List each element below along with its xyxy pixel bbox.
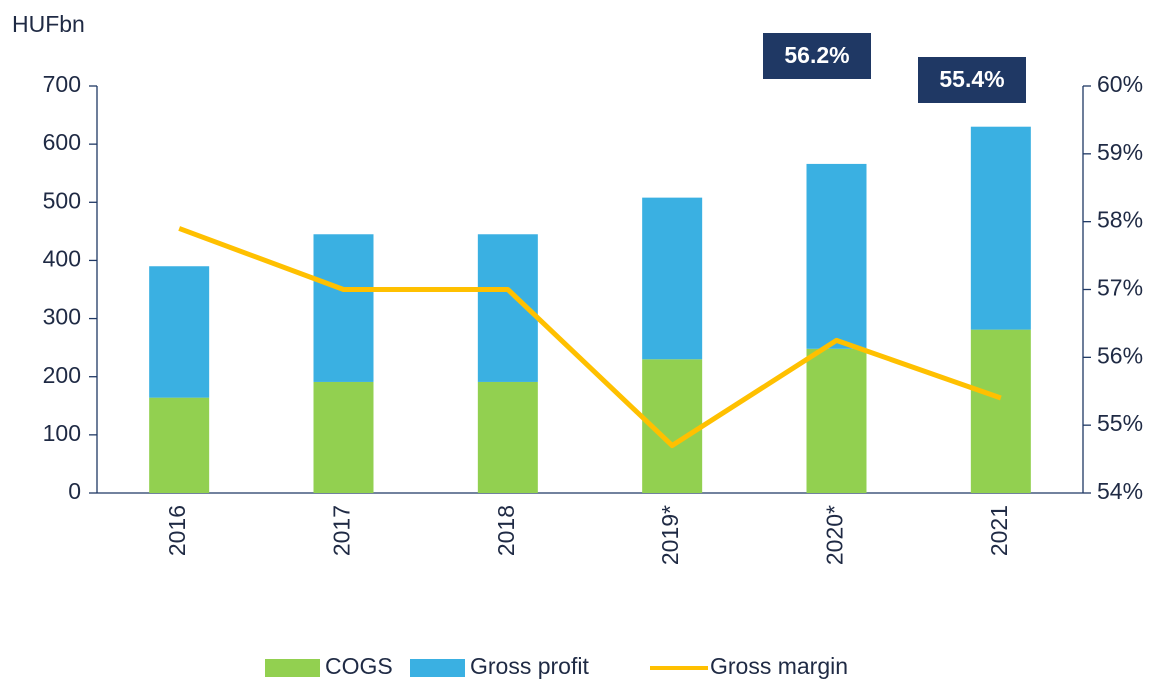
y-tick-label: 500 bbox=[43, 187, 81, 213]
bar-segment bbox=[477, 381, 538, 493]
bar-segment bbox=[642, 197, 703, 360]
legend-label: COGS bbox=[325, 653, 393, 679]
y2-tick-label: 57% bbox=[1097, 275, 1143, 301]
legend-label: Gross margin bbox=[710, 653, 848, 679]
bar-segment bbox=[970, 126, 1031, 330]
y2-tick-label: 60% bbox=[1097, 71, 1143, 97]
x-tick-label: 2020* bbox=[822, 505, 848, 565]
annotation-box bbox=[918, 57, 1026, 103]
x-tick-label: 2017 bbox=[329, 505, 355, 556]
legend-label: Gross profit bbox=[470, 653, 589, 679]
x-tick-label: 2019* bbox=[657, 505, 683, 565]
annotation: 55.4% bbox=[939, 66, 1004, 92]
bar-segment bbox=[149, 397, 210, 493]
x-tick-label: 2018 bbox=[493, 505, 519, 556]
x-tick-label: 2021 bbox=[986, 505, 1012, 556]
y2-tick-label: 59% bbox=[1097, 139, 1143, 165]
legend-swatch bbox=[410, 659, 465, 677]
bar-segment bbox=[149, 266, 210, 398]
y-tick-label: 100 bbox=[43, 420, 81, 446]
y-axis-label: HUFbn bbox=[12, 11, 85, 37]
y2-tick-label: 56% bbox=[1097, 342, 1143, 368]
y2-tick-label: 58% bbox=[1097, 207, 1143, 233]
annotation: 56.2% bbox=[784, 42, 849, 68]
y-tick-label: 200 bbox=[43, 362, 81, 388]
bar-segment bbox=[313, 234, 374, 382]
x-tick-label: 2016 bbox=[164, 505, 190, 556]
y-tick-label: 0 bbox=[68, 478, 81, 504]
line-series bbox=[178, 226, 1002, 449]
y-tick-label: 700 bbox=[43, 71, 81, 97]
legend-swatch bbox=[265, 659, 320, 677]
bar-segment bbox=[806, 163, 867, 349]
annotation-box bbox=[763, 33, 871, 79]
bar-segment bbox=[970, 329, 1031, 493]
y-tick-label: 300 bbox=[43, 304, 81, 330]
y2-tick-label: 55% bbox=[1097, 410, 1143, 436]
bar-segment bbox=[806, 348, 867, 493]
bar-segment bbox=[313, 381, 374, 493]
y-tick-label: 400 bbox=[43, 246, 81, 272]
y-tick-label: 600 bbox=[43, 129, 81, 155]
y2-tick-label: 54% bbox=[1097, 478, 1143, 504]
